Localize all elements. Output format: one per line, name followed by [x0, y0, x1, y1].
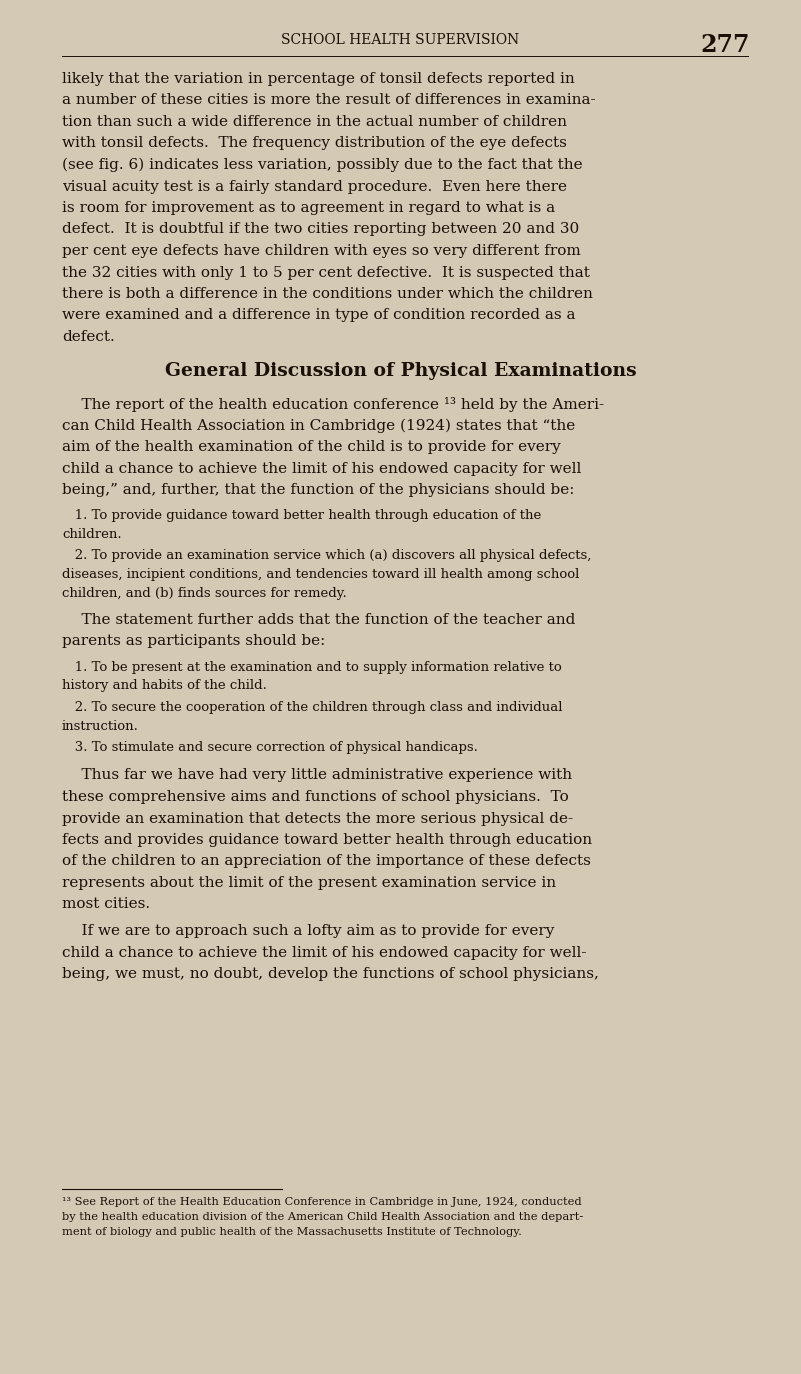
Text: ment of biology and public health of the Massachusetts Institute of Technology.: ment of biology and public health of the… — [62, 1227, 522, 1237]
Text: with tonsil defects.  The frequency distribution of the eye defects: with tonsil defects. The frequency distr… — [62, 136, 567, 151]
Text: these comprehensive aims and functions of school physicians.  To: these comprehensive aims and functions o… — [62, 790, 569, 804]
Text: If we are to approach such a lofty aim as to provide for every: If we are to approach such a lofty aim a… — [62, 923, 554, 938]
Text: being, we must, no doubt, develop the functions of school physicians,: being, we must, no doubt, develop the fu… — [62, 967, 599, 981]
Text: children, and (b) finds sources for remedy.: children, and (b) finds sources for reme… — [62, 587, 347, 599]
Text: SCHOOL HEALTH SUPERVISION: SCHOOL HEALTH SUPERVISION — [281, 33, 520, 47]
Text: can Child Health Association in Cambridge (1924) states that “the: can Child Health Association in Cambridg… — [62, 419, 575, 433]
Text: 1. To provide guidance toward better health through education of the: 1. To provide guidance toward better hea… — [62, 510, 541, 522]
Text: The statement further adds that the function of the teacher and: The statement further adds that the func… — [62, 613, 575, 627]
Text: being,” and, further, that the function of the physicians should be:: being,” and, further, that the function … — [62, 484, 574, 497]
Text: 2. To provide an examination service which (a) discovers all physical defects,: 2. To provide an examination service whi… — [62, 550, 591, 562]
Text: (see fig. 6) indicates less variation, possibly due to the fact that the: (see fig. 6) indicates less variation, p… — [62, 158, 582, 172]
Text: 3. To stimulate and secure correction of physical handicaps.: 3. To stimulate and secure correction of… — [62, 741, 478, 754]
Text: aim of the health examination of the child is to provide for every: aim of the health examination of the chi… — [62, 440, 561, 453]
Text: child a chance to achieve the limit of his endowed capacity for well-: child a chance to achieve the limit of h… — [62, 945, 586, 959]
Text: Thus far we have had very little administrative experience with: Thus far we have had very little adminis… — [62, 768, 572, 783]
Text: visual acuity test is a fairly standard procedure.  Even here there: visual acuity test is a fairly standard … — [62, 180, 567, 194]
Text: The report of the health education conference ¹³ held by the Ameri-: The report of the health education confe… — [62, 397, 604, 412]
Text: child a chance to achieve the limit of his endowed capacity for well: child a chance to achieve the limit of h… — [62, 462, 582, 475]
Text: there is both a difference in the conditions under which the children: there is both a difference in the condit… — [62, 287, 593, 301]
Text: were examined and a difference in type of condition recorded as a: were examined and a difference in type o… — [62, 309, 575, 323]
Text: 2. To secure the cooperation of the children through class and individual: 2. To secure the cooperation of the chil… — [62, 701, 562, 714]
Text: fects and provides guidance toward better health through education: fects and provides guidance toward bette… — [62, 833, 592, 846]
Text: diseases, incipient conditions, and tendencies toward ill health among school: diseases, incipient conditions, and tend… — [62, 567, 579, 581]
Text: 277: 277 — [701, 33, 750, 56]
Text: history and habits of the child.: history and habits of the child. — [62, 680, 267, 692]
Text: by the health education division of the American Child Health Association and th: by the health education division of the … — [62, 1212, 583, 1221]
Text: tion than such a wide difference in the actual number of children: tion than such a wide difference in the … — [62, 115, 567, 129]
Text: a number of these cities is more the result of differences in examina-: a number of these cities is more the res… — [62, 93, 596, 107]
Text: children.: children. — [62, 528, 122, 541]
Text: General Discussion of Physical Examinations: General Discussion of Physical Examinati… — [165, 361, 636, 379]
Text: per cent eye defects have children with eyes so very different from: per cent eye defects have children with … — [62, 245, 581, 258]
Text: most cities.: most cities. — [62, 897, 150, 911]
Text: defect.  It is doubtful if the two cities reporting between 20 and 30: defect. It is doubtful if the two cities… — [62, 223, 579, 236]
Text: defect.: defect. — [62, 330, 115, 344]
Text: is room for improvement as to agreement in regard to what is a: is room for improvement as to agreement … — [62, 201, 555, 214]
Text: likely that the variation in percentage of tonsil defects reported in: likely that the variation in percentage … — [62, 71, 575, 87]
Text: parents as participants should be:: parents as participants should be: — [62, 635, 325, 649]
Text: instruction.: instruction. — [62, 720, 139, 732]
Text: of the children to an appreciation of the importance of these defects: of the children to an appreciation of th… — [62, 855, 591, 868]
Text: the 32 cities with only 1 to 5 per cent defective.  It is suspected that: the 32 cities with only 1 to 5 per cent … — [62, 265, 590, 279]
Text: ¹³ See Report of the Health Education Conference in Cambridge in June, 1924, con: ¹³ See Report of the Health Education Co… — [62, 1197, 582, 1206]
Text: provide an examination that detects the more serious physical de-: provide an examination that detects the … — [62, 812, 574, 826]
Text: represents about the limit of the present examination service in: represents about the limit of the presen… — [62, 877, 556, 890]
Text: 1. To be present at the examination and to supply information relative to: 1. To be present at the examination and … — [62, 661, 562, 675]
